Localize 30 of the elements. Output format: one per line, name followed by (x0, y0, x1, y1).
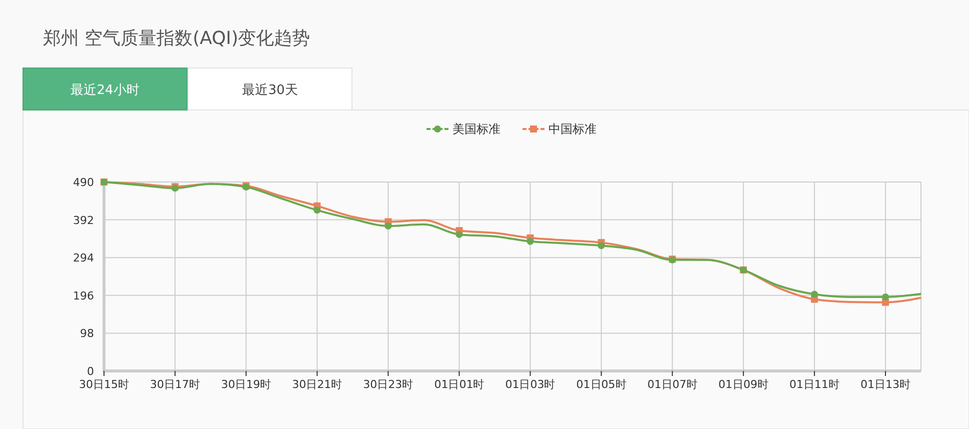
x-tick-label: 30日21时 (292, 378, 342, 391)
y-tick-label: 392 (73, 214, 94, 227)
y-tick-label: 294 (73, 252, 94, 265)
x-tick-label: 01日03时 (505, 378, 556, 391)
x-tick-label: 30日19时 (221, 378, 272, 391)
y-tick-label: 98 (80, 327, 94, 340)
point (810, 290, 818, 298)
legend-label: 中国标准 (548, 122, 596, 136)
y-tick-label: 196 (73, 289, 94, 302)
point (314, 206, 321, 214)
x-tick-label: 30日23时 (363, 378, 414, 391)
chart-title: 郑州 空气质量指数(AQI)变化趋势 (43, 28, 310, 49)
x-tick-label: 30日17时 (150, 378, 200, 391)
point (456, 230, 463, 238)
point (526, 238, 534, 245)
x-tick-label: 01日13时 (860, 378, 910, 391)
x-tick-label: 30日15时 (79, 378, 129, 391)
y-tick-label: 490 (73, 176, 94, 189)
x-tick-label: 01日07时 (647, 378, 698, 391)
text: 最近30天 (242, 83, 298, 98)
x-tick-label: 01日05时 (576, 378, 626, 391)
x-tick-label: 01日09时 (718, 378, 768, 391)
point (882, 293, 889, 300)
x-tick-label: 01日01时 (434, 378, 484, 391)
point (384, 222, 392, 230)
legend-label: 美国标准 (452, 122, 500, 136)
text: 最近24小时 (70, 83, 140, 98)
x-tick-label: 01日11时 (789, 378, 840, 391)
y-tick-label: 0 (87, 365, 94, 378)
point (598, 242, 605, 250)
